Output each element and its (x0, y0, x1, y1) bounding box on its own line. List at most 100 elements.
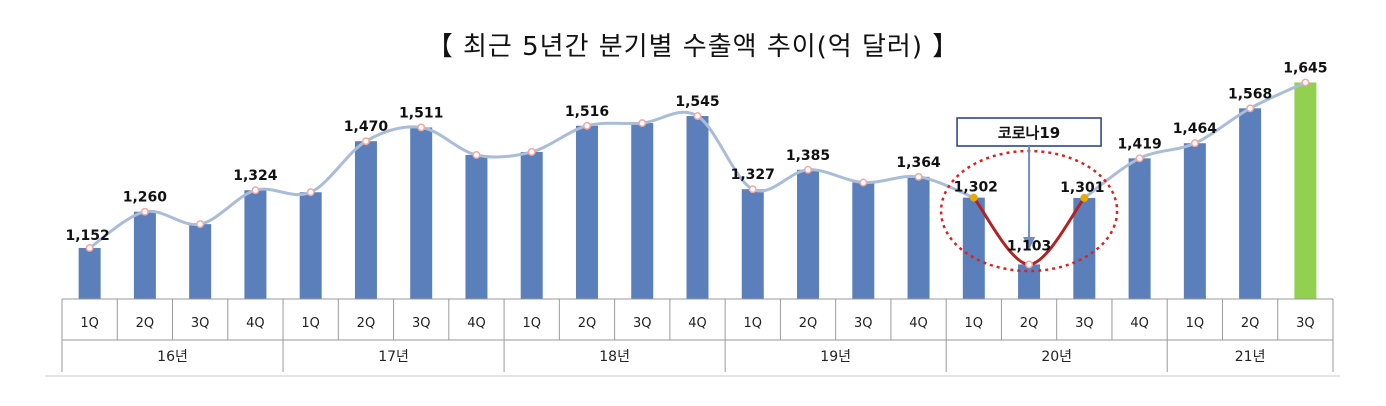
marker-19 (1135, 154, 1144, 163)
quarter-label-3: 4Q (246, 316, 265, 331)
year-label-5: 21년 (1235, 349, 1266, 365)
year-label-4: 20년 (1041, 349, 1072, 365)
covid-label-box (956, 117, 1102, 147)
quarter-label-10: 3Q (633, 316, 652, 331)
bar-10 (631, 123, 654, 299)
value-label-1: 1,260 (123, 190, 168, 206)
quarter-label-1: 2Q (136, 316, 155, 331)
marker-15 (914, 172, 923, 181)
quarter-label-22: 3Q (1296, 316, 1315, 331)
value-label-22: 1,645 (1283, 60, 1327, 76)
bar-14 (852, 182, 875, 299)
value-label-12: 1,327 (731, 167, 775, 183)
bar-7 (465, 154, 488, 299)
quarter-label-11: 4Q (688, 316, 707, 331)
bar-21 (1239, 108, 1262, 299)
value-label-5: 1,470 (344, 119, 389, 135)
marker-17 (1025, 260, 1034, 269)
value-label-11: 1,545 (675, 94, 719, 110)
marker-12 (748, 185, 757, 194)
trend-line-layer (85, 78, 1310, 269)
value-label-13: 1,385 (786, 148, 830, 164)
bar-19 (1128, 158, 1151, 299)
bar-17 (1018, 264, 1041, 299)
bar-0 (78, 247, 101, 299)
x-axis-table: 1Q 2Q 3Q 4Q 1Q 2Q 3Q 4Q 1Q 2Q 3Q 4Q 1Q 2Q 3Q 4Q 1Q 2Q 3Q 4Q… (45, 298, 1340, 377)
marker-14 (859, 178, 868, 187)
quarter-label-15: 4Q (909, 316, 928, 331)
quarter-label-20: 1Q (1186, 316, 1205, 331)
marker-10 (638, 119, 647, 128)
quarter-label-9: 2Q (578, 316, 597, 331)
bar-5 (354, 141, 377, 299)
year-label-3: 19년 (820, 349, 851, 365)
quarter-label-17: 2Q (1020, 316, 1039, 331)
bar-3 (244, 190, 267, 299)
quarter-label-19: 4Q (1130, 316, 1149, 331)
value-label-6: 1,511 (399, 105, 443, 121)
value-label-18: 1,301 (1060, 180, 1104, 196)
marker-22 (1301, 78, 1310, 87)
bar-8 (520, 151, 543, 299)
value-label-3: 1,324 (233, 168, 278, 184)
quarter-label-7: 4Q (467, 316, 486, 331)
value-labels-layer: 1,152 1,260 1,324 1,470 1,511 1,516 1,545 1,327… (65, 60, 1327, 254)
bar-22 (1294, 82, 1317, 299)
marker-18 (1080, 194, 1089, 202)
bar-12 (741, 189, 764, 299)
year-label-1: 17년 (378, 349, 409, 365)
quarter-label-13: 2Q (799, 316, 818, 331)
value-label-19: 1,419 (1117, 136, 1161, 152)
bar-2 (189, 224, 212, 299)
quarter-label-2: 3Q (191, 316, 210, 331)
covid-annotation: 코로나19 (939, 117, 1119, 273)
marker-7 (472, 151, 481, 159)
bar-9 (575, 125, 598, 300)
value-label-9: 1,516 (565, 104, 609, 120)
marker-9 (583, 121, 591, 130)
bar-4 (299, 192, 322, 299)
marker-0 (85, 244, 94, 252)
quarter-label-6: 3Q (412, 316, 431, 331)
marker-2 (196, 220, 205, 229)
quarter-label-4: 1Q (301, 316, 320, 331)
marker-16 (969, 193, 978, 202)
bar-11 (686, 116, 709, 300)
quarter-label-16: 1Q (965, 316, 984, 331)
bar-15 (907, 176, 930, 299)
bars-layer (78, 82, 1317, 300)
marker-5 (361, 137, 370, 146)
marker-4 (306, 188, 315, 197)
marker-6 (417, 123, 426, 132)
bar-20 (1183, 143, 1206, 299)
bar-16 (962, 197, 985, 299)
value-label-15: 1,364 (896, 155, 941, 171)
marker-1 (140, 207, 149, 216)
bar-6 (410, 127, 433, 299)
value-label-17: 1,103 (1007, 238, 1051, 254)
marker-20 (1190, 139, 1199, 148)
bar-13 (797, 169, 820, 299)
quarter-label-21: 2Q (1241, 316, 1260, 331)
value-label-21: 1,568 (1228, 86, 1272, 102)
bar-18 (1073, 197, 1096, 299)
quarter-label-12: 1Q (744, 316, 763, 331)
marker-13 (804, 165, 812, 174)
quarter-label-8: 1Q (522, 316, 541, 331)
quarter-label-5: 2Q (357, 316, 376, 331)
marker-21 (1246, 104, 1255, 113)
value-label-16: 1,302 (954, 180, 998, 196)
quarter-label-14: 3Q (854, 316, 873, 331)
covid-arrow-head (1023, 237, 1036, 250)
marker-11 (693, 112, 702, 120)
quarter-label-0: 1Q (80, 316, 99, 331)
value-label-20: 1,464 (1173, 121, 1218, 137)
marker-3 (251, 186, 260, 195)
value-label-0: 1,152 (65, 228, 109, 244)
year-label-0: 16년 (157, 349, 188, 365)
chart-title: 【 최근 5년간 분기별 수출액 추이(억 달러) 】 (426, 32, 960, 62)
year-label-2: 18년 (599, 349, 630, 365)
bar-1 (133, 211, 156, 299)
quarter-label-18: 3Q (1075, 316, 1094, 331)
